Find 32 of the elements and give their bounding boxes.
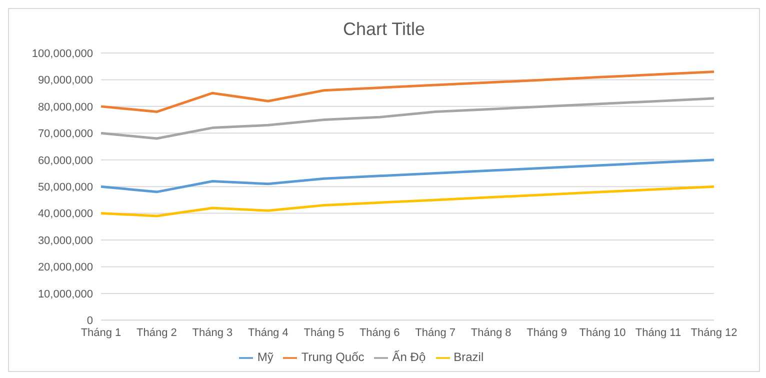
legend-label: Brazil <box>454 350 484 364</box>
x-tick-label: Tháng 5 <box>304 326 344 339</box>
line-series <box>100 97 716 140</box>
x-tick-label: Tháng 9 <box>526 326 568 339</box>
y-tick-label: 60,000,000 <box>38 154 93 167</box>
x-tick-label: Tháng 8 <box>470 326 512 339</box>
y-tick-label: 90,000,000 <box>38 74 93 87</box>
y-tick-label: 80,000,000 <box>38 101 93 114</box>
legend-label: Mỹ <box>257 350 274 364</box>
line-series <box>100 158 716 194</box>
y-tick-label: 40,000,000 <box>38 208 93 220</box>
y-tick-label: 10,000,000 <box>38 288 93 300</box>
x-tick-label: Tháng 11 <box>635 326 682 339</box>
y-tick-label: 70,000,000 <box>38 128 93 140</box>
x-tick-label: Tháng 7 <box>415 326 456 339</box>
y-tick-label: 30,000,000 <box>38 234 93 247</box>
y-tick-label: 50,000,000 <box>38 181 93 194</box>
x-tick-label: Tháng 6 <box>359 326 400 339</box>
legend-label: Trung Quốc <box>301 350 364 364</box>
x-tick-label: Tháng 2 <box>136 326 177 339</box>
y-tick-label: 20,000,000 <box>38 262 93 274</box>
x-tick-label: Tháng 3 <box>192 326 233 339</box>
y-tick-label: 100,000,000 <box>32 48 93 60</box>
x-tick-label: Tháng 1 <box>80 326 122 339</box>
chart-title: Chart Title <box>342 18 426 41</box>
x-tick-label: Tháng 4 <box>248 326 288 339</box>
line-series <box>100 70 716 114</box>
x-tick-label: Tháng 10 <box>579 326 626 339</box>
line-series <box>100 185 716 218</box>
x-tick-label: Tháng 12 <box>690 326 738 339</box>
y-tick-label: 0 <box>86 315 93 328</box>
legend-label: Ấn Độ <box>392 350 426 364</box>
